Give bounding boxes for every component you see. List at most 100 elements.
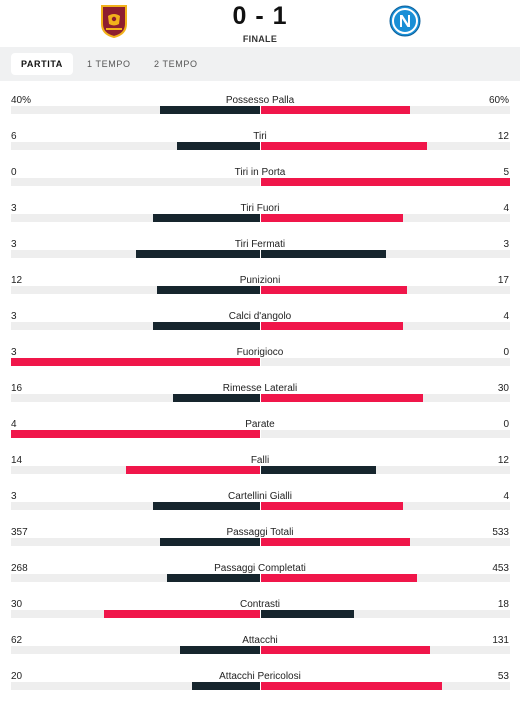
- away-bar: [261, 394, 424, 402]
- stat-home-value: 3: [11, 239, 17, 250]
- stat-away-value: 3: [503, 239, 509, 250]
- stat-label: Possesso Palla: [225, 95, 295, 106]
- match-score: 0 - 1: [232, 2, 288, 30]
- stat-row: 20 Attacchi Pericolosi 53: [0, 671, 520, 704]
- away-bar-track: [261, 394, 510, 402]
- stat-label: Parate: [245, 419, 275, 430]
- stat-label: Tiri in Porta: [234, 167, 286, 178]
- stat-away-value: 4: [503, 203, 509, 214]
- stat-row: 16 Rimesse Laterali 30: [0, 383, 520, 419]
- home-bar: [11, 358, 260, 366]
- stat-home-value: 6: [11, 131, 17, 142]
- stat-label: Passaggi Totali: [226, 527, 294, 538]
- home-bar: [135, 250, 260, 258]
- tab-2-tempo[interactable]: 2 TEMPO: [154, 59, 198, 69]
- home-bar: [153, 322, 260, 330]
- stat-home-value: 3: [11, 311, 17, 322]
- home-bar-track: [11, 286, 260, 294]
- home-bar-track: [11, 574, 260, 582]
- away-bar-track: [261, 610, 510, 618]
- away-bar-track: [261, 142, 510, 150]
- stat-label: Punizioni: [239, 275, 281, 286]
- stat-label: Calci d'angolo: [228, 311, 292, 322]
- home-bar-track: [11, 214, 260, 222]
- stat-away-value: 17: [497, 275, 509, 286]
- stat-label: Tiri Fuori: [240, 203, 280, 214]
- stat-home-value: 20: [11, 671, 23, 682]
- stat-row: 3 Tiri Fermati 3: [0, 239, 520, 275]
- tab-partita[interactable]: PARTITA: [11, 53, 73, 75]
- stat-row: 4 Parate 0: [0, 419, 520, 455]
- home-bar-track: [11, 466, 260, 474]
- away-bar-track: [261, 358, 510, 366]
- match-status: FINALE: [242, 34, 278, 44]
- home-bar-track: [11, 430, 260, 438]
- stat-home-value: 4: [11, 419, 17, 430]
- stat-away-value: 0: [503, 419, 509, 430]
- stat-row: 357 Passaggi Totali 533: [0, 527, 520, 563]
- home-bar-track: [11, 178, 260, 186]
- stat-row: 0 Tiri in Porta 5: [0, 167, 520, 203]
- stat-home-value: 40%: [11, 95, 32, 106]
- stat-row: 62 Attacchi 131: [0, 635, 520, 671]
- stat-home-value: 3: [11, 347, 17, 358]
- stat-row: 6 Tiri 12: [0, 131, 520, 167]
- away-bar: [261, 142, 427, 150]
- stat-home-value: 30: [11, 599, 23, 610]
- away-bar: [261, 502, 404, 510]
- stat-away-value: 12: [497, 131, 509, 142]
- match-header: 0 - 1 FINALE: [0, 0, 520, 44]
- home-bar: [104, 610, 260, 618]
- stat-away-value: 53: [497, 671, 509, 682]
- stat-label: Contrasti: [239, 599, 280, 610]
- home-bar-track: [11, 322, 260, 330]
- away-bar-track: [261, 502, 510, 510]
- stat-away-value: 5: [503, 167, 509, 178]
- stat-home-value: 12: [11, 275, 23, 286]
- stat-away-value: 30: [497, 383, 509, 394]
- home-bar: [160, 538, 260, 546]
- away-bar-track: [261, 250, 510, 258]
- home-bar: [173, 394, 260, 402]
- home-bar-track: [11, 682, 260, 690]
- away-bar: [261, 538, 411, 546]
- home-bar-track: [11, 394, 260, 402]
- stat-row: 40% Possesso Palla 60%: [0, 95, 520, 131]
- stat-row: 3 Calci d'angolo 4: [0, 311, 520, 347]
- period-tabs: PARTITA 1 TEMPO 2 TEMPO: [0, 47, 520, 81]
- away-bar-track: [261, 430, 510, 438]
- away-bar: [261, 610, 355, 618]
- roma-crest-icon[interactable]: [98, 4, 130, 38]
- away-bar: [261, 682, 442, 690]
- away-bar-track: [261, 682, 510, 690]
- away-bar: [261, 178, 510, 186]
- stat-label: Tiri Fermati: [234, 239, 286, 250]
- stat-away-value: 18: [497, 599, 509, 610]
- home-bar-track: [11, 646, 260, 654]
- napoli-crest-icon[interactable]: [389, 4, 421, 38]
- away-bar: [261, 214, 404, 222]
- away-bar: [261, 322, 404, 330]
- stat-label: Tiri: [253, 131, 267, 142]
- stat-home-value: 0: [11, 167, 17, 178]
- stat-row: 3 Cartellini Gialli 4: [0, 491, 520, 527]
- stat-label: Rimesse Laterali: [222, 383, 298, 394]
- home-bar: [125, 466, 260, 474]
- away-bar: [261, 106, 411, 114]
- home-bar: [177, 142, 260, 150]
- stat-row: 3 Tiri Fuori 4: [0, 203, 520, 239]
- away-bar-track: [261, 286, 510, 294]
- tab-1-tempo[interactable]: 1 TEMPO: [87, 59, 131, 69]
- away-bar-track: [261, 466, 510, 474]
- stat-label: Attacchi Pericolosi: [219, 671, 301, 682]
- stat-away-value: 4: [503, 491, 509, 502]
- stat-label: Cartellini Gialli: [228, 491, 292, 502]
- away-bar-track: [261, 322, 510, 330]
- stat-home-value: 16: [11, 383, 23, 394]
- home-bar: [156, 286, 260, 294]
- stat-label: Attacchi: [242, 635, 278, 646]
- home-bar: [160, 106, 260, 114]
- stat-label: Passaggi Completati: [214, 563, 306, 574]
- home-bar: [167, 574, 260, 582]
- away-bar: [261, 646, 430, 654]
